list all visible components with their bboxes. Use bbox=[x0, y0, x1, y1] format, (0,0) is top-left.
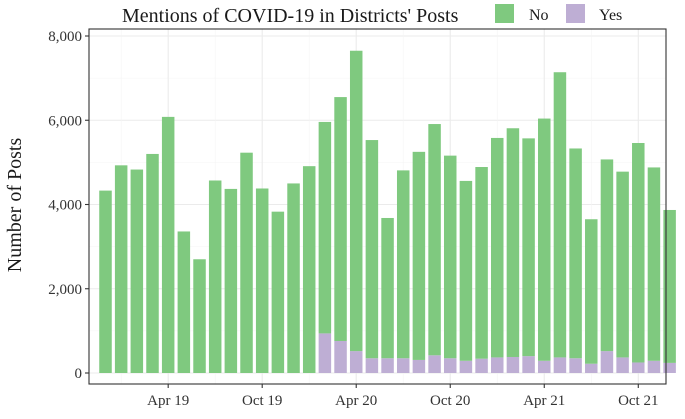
bar-no-2019-11 bbox=[271, 211, 285, 373]
bar-no-2020-02 bbox=[318, 121, 332, 334]
x-tick-label: Apr 20 bbox=[335, 393, 377, 409]
bar-yes-2021-01 bbox=[491, 357, 504, 373]
x-tick-label: Apr 19 bbox=[147, 393, 189, 409]
bar-yes-2021-06 bbox=[569, 358, 582, 373]
bar-no-2021-11 bbox=[647, 167, 661, 361]
bar-yes-2020-03 bbox=[334, 340, 347, 373]
bar-yes-2020-02 bbox=[318, 333, 332, 373]
y-tick-label: 0 bbox=[75, 366, 83, 382]
legend-swatch-yes bbox=[566, 4, 585, 23]
bar-yes-2021-10 bbox=[632, 362, 645, 373]
bar-yes-2021-02 bbox=[506, 356, 520, 373]
bar-yes-2020-08 bbox=[412, 359, 426, 373]
bar-yes-2021-09 bbox=[616, 357, 629, 373]
bar-no-2019-02 bbox=[130, 169, 144, 373]
bar-no-2021-02 bbox=[506, 128, 520, 357]
legend: Mentions of COVID-19 in Districts' Posts… bbox=[122, 4, 622, 27]
bar-no-2019-04 bbox=[161, 116, 175, 373]
bar-no-2020-09 bbox=[428, 124, 441, 356]
bar-yes-2021-04 bbox=[538, 360, 551, 373]
bar-yes-2020-11 bbox=[459, 360, 473, 373]
bar-no-2021-01 bbox=[491, 137, 504, 358]
legend-label-yes: Yes bbox=[599, 7, 622, 24]
x-tick-label: Oct 19 bbox=[242, 393, 282, 409]
bar-no-2019-06 bbox=[193, 259, 206, 373]
y-tick-label: 4,000 bbox=[48, 198, 82, 214]
bar-no-2020-07 bbox=[396, 170, 410, 359]
legend-swatch-no bbox=[495, 4, 514, 23]
bar-no-2020-08 bbox=[412, 151, 426, 360]
legend-label-no: No bbox=[529, 7, 549, 24]
bar-no-2021-07 bbox=[585, 219, 598, 364]
bar-no-2021-03 bbox=[522, 138, 535, 357]
bar-yes-2021-08 bbox=[600, 351, 614, 373]
bar-yes-2020-09 bbox=[428, 355, 441, 373]
bar-no-2018-12 bbox=[99, 190, 112, 373]
bar-no-2020-12 bbox=[475, 167, 488, 359]
axes: 0 2,000 4,000 6,000 8,000 Apr 19 Oct 19 Apr 20 O… bbox=[48, 29, 658, 409]
bar-no-2020-01 bbox=[302, 166, 316, 373]
bar-yes-2020-04 bbox=[349, 351, 363, 373]
plot-border bbox=[88, 28, 667, 385]
bar-no-2021-06 bbox=[569, 148, 582, 359]
x-tick-label: Oct 20 bbox=[430, 393, 470, 409]
bar-yes-2020-06 bbox=[381, 358, 394, 373]
bar-no-2019-08 bbox=[224, 188, 238, 373]
bar-yes-2020-12 bbox=[475, 358, 488, 373]
bar-no-2019-09 bbox=[240, 152, 253, 373]
bar-no-2021-10 bbox=[632, 142, 645, 363]
bar-yes-2020-05 bbox=[365, 358, 379, 373]
bar-no-2021-12 bbox=[663, 209, 676, 363]
bar-no-2019-01 bbox=[114, 165, 128, 373]
bar-yes-2020-10 bbox=[443, 358, 457, 373]
bar-no-2019-12 bbox=[287, 183, 300, 373]
bar-no-2021-09 bbox=[616, 171, 629, 358]
bar-no-2020-06 bbox=[381, 217, 394, 359]
x-tick-label: Oct 21 bbox=[618, 393, 658, 409]
bar-yes-2021-05 bbox=[553, 357, 567, 373]
y-tick-label: 8,000 bbox=[48, 29, 82, 45]
bar-no-2019-07 bbox=[208, 180, 222, 373]
bar-yes-2021-12 bbox=[663, 362, 676, 373]
bar-no-2021-08 bbox=[600, 159, 614, 352]
bar-yes-2021-07 bbox=[585, 363, 598, 373]
y-tick-label: 6,000 bbox=[48, 113, 82, 129]
bar-no-2020-05 bbox=[365, 140, 379, 359]
bar-yes-2020-07 bbox=[396, 358, 410, 373]
bar-yes-2021-03 bbox=[522, 356, 535, 373]
bar-no-2020-04 bbox=[349, 50, 363, 352]
y-axis-title: Number of Posts bbox=[4, 138, 26, 273]
x-tick-label: Apr 21 bbox=[523, 393, 565, 409]
bar-no-2020-11 bbox=[459, 180, 473, 361]
legend-title: Mentions of COVID-19 in Districts' Posts bbox=[122, 5, 459, 27]
y-tick-label: 2,000 bbox=[48, 282, 82, 298]
bar-no-2019-03 bbox=[146, 153, 159, 373]
bar-no-2019-10 bbox=[255, 188, 269, 373]
bar-no-2020-10 bbox=[443, 155, 457, 359]
bar-no-2021-04 bbox=[538, 118, 551, 361]
bar-no-2019-05 bbox=[177, 231, 191, 373]
bar-yes-2021-11 bbox=[647, 360, 661, 373]
bar-no-2020-03 bbox=[334, 97, 347, 341]
bar-no-2021-05 bbox=[553, 72, 567, 358]
